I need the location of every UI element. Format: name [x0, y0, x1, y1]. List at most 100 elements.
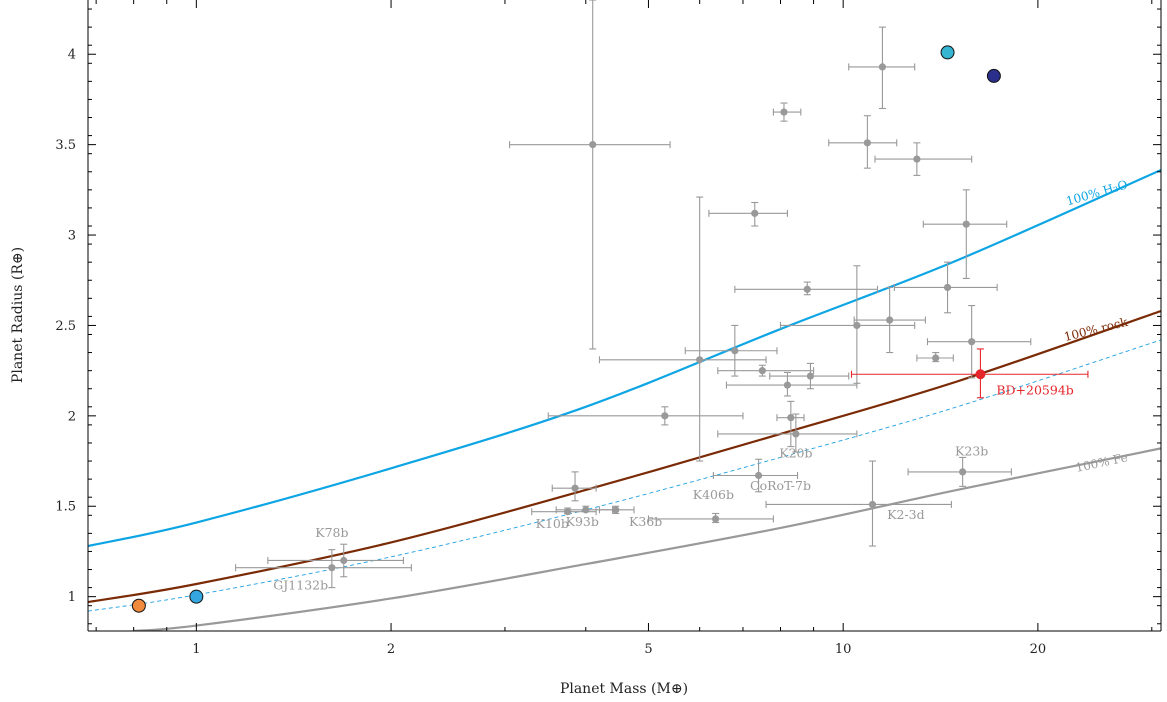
planet-point: K406b: [647, 487, 774, 524]
y-tick-label: 2.5: [55, 319, 76, 334]
data-point: [751, 209, 759, 217]
planet-point: [779, 265, 916, 384]
highlight-planet-label: BD+20594b: [996, 383, 1073, 398]
planet-label: K10b: [536, 516, 569, 531]
planet-point: CoRoT-7b: [712, 458, 811, 493]
data-point: [962, 220, 970, 228]
data-point: [711, 515, 720, 523]
data-point: [780, 108, 788, 116]
planet-point: [926, 305, 1032, 379]
planet-label: K93b: [566, 514, 599, 529]
curve-dashed-model-2: [88, 339, 1161, 612]
planet-label: K2-3d: [887, 507, 924, 522]
data-point: [806, 372, 815, 380]
curve-100-h-o: [88, 168, 1161, 548]
planet-point: K78b: [267, 525, 404, 578]
y-tick-label: 1.5: [55, 500, 76, 515]
data-point: [803, 285, 811, 293]
planet-point: [598, 196, 767, 462]
planet-point: [893, 261, 998, 314]
data-point: [328, 564, 336, 572]
curve-labels: 100% H₂O 100% rock 100% Fe: [1063, 177, 1130, 475]
planet-point: K36b: [598, 505, 662, 529]
planet-point: K23b: [907, 444, 1012, 487]
data-point: [975, 369, 986, 380]
data-point: [853, 321, 861, 330]
data-point: [878, 63, 887, 71]
data-point: [571, 484, 579, 492]
planet-label: K20b: [779, 445, 812, 460]
planet-point: [772, 102, 802, 122]
planet-point: [853, 286, 926, 354]
planet-point: [922, 189, 1008, 279]
data-point: [787, 414, 795, 422]
planet-label: GJ1132b: [273, 577, 328, 592]
planet-point: [708, 201, 788, 227]
planet-point: [551, 471, 597, 502]
data-point: [589, 141, 597, 149]
data-point: [612, 506, 620, 514]
data-point: [758, 367, 766, 375]
data-point: [886, 316, 894, 324]
x-tick-label: 5: [644, 642, 652, 657]
data-point: [943, 283, 952, 292]
plot-frame: [87, 0, 1162, 632]
y-tick-label: 4: [68, 48, 76, 63]
data-point: [754, 471, 763, 480]
curve-label: 100% Fe: [1074, 450, 1129, 475]
composition-curves: [88, 168, 1161, 631]
data-point: [968, 338, 976, 346]
planet-point: GJ1132b: [235, 549, 412, 592]
planet-point: [828, 115, 898, 169]
planet-point: K93b: [555, 505, 614, 529]
highlight-planet-point: BD+20594b: [850, 348, 1089, 399]
planet-point: [725, 371, 858, 397]
planet-point: K2-3d: [765, 460, 952, 547]
planet-label: K406b: [693, 487, 734, 502]
data-point: [340, 556, 348, 565]
x-axis-title: Planet Mass (M⊕): [560, 681, 688, 697]
curve-label: 100% rock: [1063, 315, 1130, 345]
curve-100-rock: [88, 309, 1161, 604]
y-tick-label: 2: [68, 409, 76, 424]
planet-point: [776, 400, 805, 448]
planet-point: [717, 364, 815, 377]
data-point: [868, 500, 877, 509]
planet-label: K36b: [629, 514, 662, 529]
x-tick-label: 2: [387, 642, 395, 657]
curve-100-fe: [133, 447, 1161, 631]
solar-system-venus: [131, 598, 146, 613]
planet-point: [684, 324, 778, 377]
x-tick-label: 20: [1030, 642, 1047, 657]
solar-system-earth: [189, 589, 204, 604]
data-point: [731, 347, 739, 355]
planet-label: CoRoT-7b: [750, 478, 811, 493]
data-point: [792, 430, 800, 438]
data-point: [661, 412, 669, 420]
curve-label: 100% H₂O: [1065, 177, 1130, 208]
y-tick-label: 3: [68, 229, 76, 244]
planet-point: K20b: [717, 413, 858, 460]
x-tick-label: 10: [835, 642, 852, 657]
data-point: [783, 381, 792, 389]
planet-point: [547, 406, 744, 426]
data-point: [959, 468, 967, 476]
planet-point: [509, 0, 671, 350]
data-point: [696, 356, 704, 364]
planet-point: [874, 142, 973, 176]
planet-point: [734, 281, 879, 296]
solar-system-uranus: [940, 45, 955, 60]
data-point: [582, 506, 590, 514]
planet-label: K78b: [315, 525, 348, 540]
planet-point: [769, 362, 850, 390]
data-point: [932, 354, 940, 362]
y-tick-label: 3.5: [55, 138, 76, 153]
x-tick-label: 1: [192, 642, 200, 657]
planet-point: [848, 26, 916, 110]
planet-point: [916, 352, 954, 363]
y-axis-title: Planet Radius (R⊕): [10, 247, 26, 383]
y-tick-label: 1: [68, 590, 76, 605]
solar-system-neptune: [986, 68, 1001, 83]
